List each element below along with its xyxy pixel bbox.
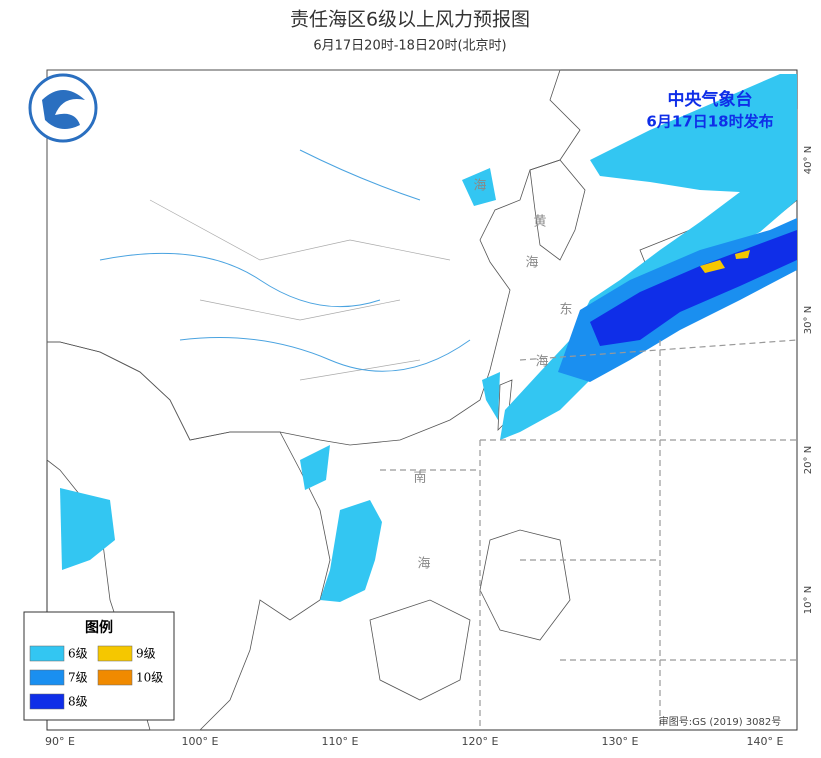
- wind-area: [700, 250, 750, 273]
- legend-swatch: [97, 669, 133, 686]
- legend-label: 10级: [136, 671, 163, 685]
- wind-area: [60, 488, 115, 570]
- sea-label: 海: [417, 557, 430, 572]
- land: [46, 69, 798, 731]
- approval: 审图号:GS (2019) 3082号: [659, 715, 782, 728]
- sea-label: 海: [525, 256, 538, 271]
- legend-label: 9级: [136, 647, 156, 661]
- legend-label: 6级: [68, 647, 88, 661]
- lon-label: 100° E: [182, 735, 219, 748]
- legend-swatch: [29, 645, 65, 662]
- legend-swatch: [97, 645, 133, 662]
- sea-label: 黄: [533, 215, 546, 230]
- sea-label: 海: [473, 179, 486, 194]
- logo: [28, 73, 98, 143]
- legend-swatch: [29, 693, 65, 710]
- lon-label: 140° E: [747, 735, 784, 748]
- wind-area: [590, 230, 797, 346]
- lat-label: 40° N: [803, 146, 814, 174]
- issue-time: 6月17日18时发布: [646, 113, 773, 131]
- issuer: 中央气象台: [668, 89, 753, 110]
- title: 责任海区6级以上风力预报图: [290, 9, 530, 31]
- wind-area: [320, 500, 382, 602]
- legend-label: 8级: [68, 695, 88, 709]
- lat-label: 10° N: [803, 586, 814, 614]
- lon-label: 90° E: [45, 735, 75, 748]
- wind-area: [300, 445, 330, 490]
- legend-label: 7级: [68, 671, 88, 685]
- sea-zones: [380, 339, 798, 730]
- subtitle: 6月17日20时-18日20时(北京时): [313, 39, 506, 54]
- sea-label: 海: [535, 355, 548, 370]
- wind-area: [482, 372, 500, 420]
- lon-label: 110° E: [322, 735, 359, 748]
- lon-label: 120° E: [462, 735, 499, 748]
- legend-title: 图例: [85, 619, 113, 636]
- wind-areas: [60, 74, 797, 602]
- legend: 图例 6级 7级 8级 9级 10级: [23, 611, 175, 721]
- lon-label: 130° E: [602, 735, 639, 748]
- sea-label: 南: [413, 470, 426, 486]
- sea-label: 东: [559, 303, 572, 318]
- lat-label: 30° N: [803, 306, 814, 334]
- legend-swatch: [29, 669, 65, 686]
- lat-label: 20° N: [803, 446, 814, 474]
- wind-area: [462, 168, 496, 206]
